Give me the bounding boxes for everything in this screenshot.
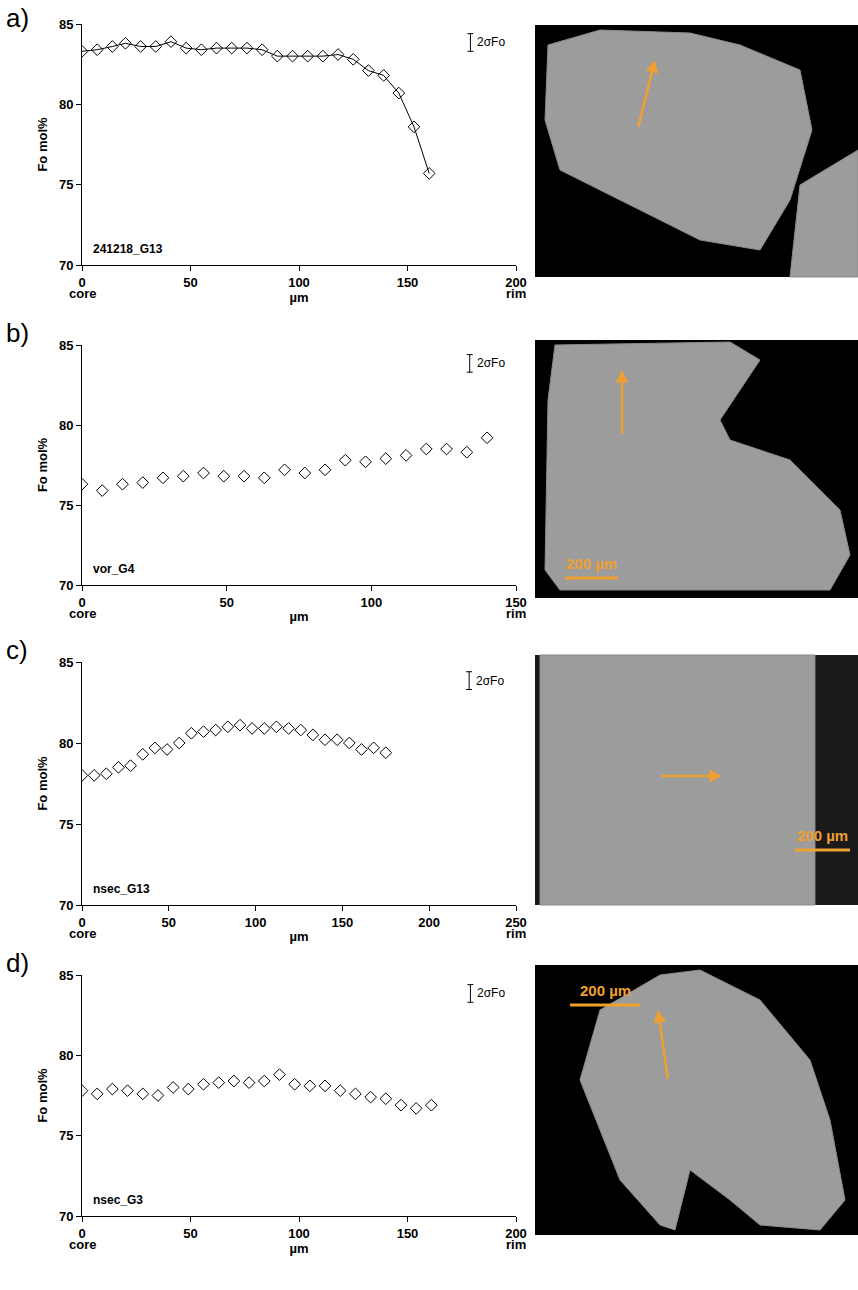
svg-text:2σFo: 2σFo — [477, 356, 505, 370]
svg-text:200: 200 — [505, 1226, 527, 1241]
svg-text:0: 0 — [78, 915, 85, 930]
svg-text:rim: rim — [506, 926, 526, 941]
svg-text:80: 80 — [59, 97, 73, 112]
svg-text:0: 0 — [78, 595, 85, 610]
svg-text:a): a) — [6, 3, 29, 33]
svg-text:75: 75 — [59, 817, 73, 832]
svg-text:70: 70 — [59, 578, 73, 593]
svg-text:0: 0 — [78, 1226, 85, 1241]
svg-text:80: 80 — [59, 1048, 73, 1063]
svg-text:80: 80 — [59, 418, 73, 433]
svg-text:100: 100 — [288, 1226, 310, 1241]
svg-text:75: 75 — [59, 177, 73, 192]
svg-text:2σFo: 2σFo — [476, 674, 504, 688]
svg-text:150: 150 — [332, 915, 354, 930]
svg-text:Fo mol%: Fo mol% — [35, 117, 50, 172]
svg-text:241218_G13: 241218_G13 — [93, 242, 163, 256]
svg-text:250: 250 — [505, 915, 527, 930]
svg-text:vor_G4: vor_G4 — [93, 562, 135, 576]
svg-text:µm: µm — [289, 1241, 308, 1256]
svg-text:200: 200 — [418, 915, 440, 930]
svg-text:50: 50 — [183, 275, 197, 290]
svg-text:80: 80 — [59, 736, 73, 751]
svg-text:0: 0 — [78, 275, 85, 290]
svg-text:rim: rim — [506, 1237, 526, 1252]
svg-text:70: 70 — [59, 258, 73, 273]
svg-text:rim: rim — [506, 286, 526, 301]
svg-text:85: 85 — [59, 968, 73, 983]
svg-text:150: 150 — [397, 275, 419, 290]
svg-text:core: core — [69, 1237, 96, 1252]
svg-text:core: core — [69, 286, 96, 301]
svg-text:µm: µm — [289, 609, 308, 624]
svg-text:70: 70 — [59, 898, 73, 913]
svg-text:Fo mol%: Fo mol% — [35, 756, 50, 811]
svg-text:85: 85 — [59, 655, 73, 670]
svg-text:50: 50 — [219, 595, 233, 610]
svg-text:nsec_G13: nsec_G13 — [93, 882, 150, 896]
svg-text:core: core — [69, 606, 96, 621]
svg-text:µm: µm — [289, 929, 308, 944]
svg-text:2σFo: 2σFo — [477, 35, 505, 49]
svg-text:100: 100 — [360, 595, 382, 610]
svg-text:nsec_G3: nsec_G3 — [93, 1193, 143, 1207]
svg-text:70: 70 — [59, 1209, 73, 1224]
svg-text:Fo mol%: Fo mol% — [35, 437, 50, 492]
svg-text:100: 100 — [288, 275, 310, 290]
svg-text:75: 75 — [59, 1128, 73, 1143]
svg-text:Fo mol%: Fo mol% — [35, 1068, 50, 1123]
svg-text:150: 150 — [505, 595, 527, 610]
svg-text:c): c) — [6, 635, 28, 665]
svg-text:200 µm: 200 µm — [566, 555, 617, 572]
svg-text:200: 200 — [505, 275, 527, 290]
svg-text:200 µm: 200 µm — [797, 827, 848, 844]
svg-text:µm: µm — [289, 290, 308, 305]
svg-text:rim: rim — [506, 606, 526, 621]
svg-text:core: core — [69, 926, 96, 941]
svg-text:50: 50 — [183, 1226, 197, 1241]
svg-text:100: 100 — [245, 915, 267, 930]
svg-text:200 µm: 200 µm — [580, 982, 631, 999]
svg-text:b): b) — [6, 318, 29, 348]
svg-text:2σFo: 2σFo — [477, 986, 505, 1000]
svg-text:150: 150 — [397, 1226, 419, 1241]
svg-text:85: 85 — [59, 17, 73, 32]
svg-text:85: 85 — [59, 338, 73, 353]
svg-text:50: 50 — [162, 915, 176, 930]
svg-text:75: 75 — [59, 498, 73, 513]
svg-text:d): d) — [6, 948, 29, 978]
